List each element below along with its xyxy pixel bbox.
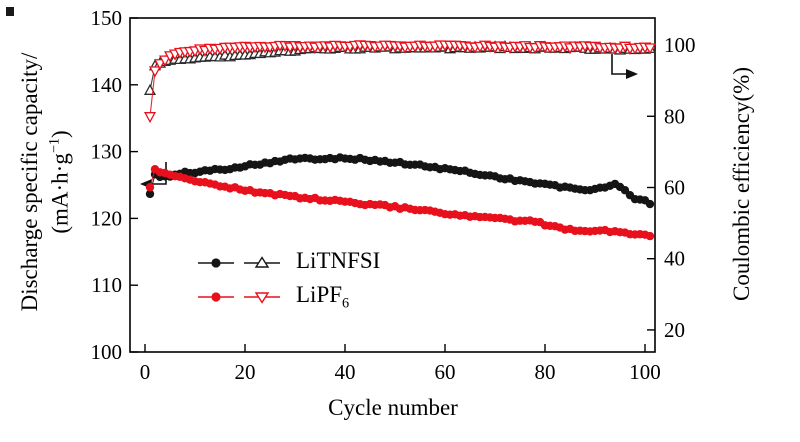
x-axis-title: Cycle number bbox=[328, 395, 458, 420]
series-LiTNFSI-capacity bbox=[145, 153, 655, 209]
legend: LiTNFSI LiPF6 bbox=[196, 246, 380, 314]
svg-text:60: 60 bbox=[664, 175, 685, 199]
svg-text:130: 130 bbox=[91, 140, 123, 164]
y-axis-left-unit-superscript: −1 bbox=[46, 138, 63, 154]
legend-label-lipf6: LiPF6 bbox=[296, 282, 350, 312]
series-LiPF6-capacity bbox=[145, 164, 655, 241]
right-axis-arrow-line bbox=[611, 54, 628, 75]
legend-item-litnfsi: LiTNFSI bbox=[196, 246, 380, 280]
svg-text:40: 40 bbox=[335, 360, 356, 384]
svg-text:60: 60 bbox=[435, 360, 456, 384]
legend-marker-lipf6-circle bbox=[198, 292, 234, 302]
svg-text:110: 110 bbox=[91, 273, 122, 297]
svg-text:20: 20 bbox=[235, 360, 256, 384]
y-axis-left-title-line2: (mA·h·g−1) bbox=[47, 130, 74, 233]
y-axis-left-unit-prefix: (mA·h·g bbox=[47, 153, 73, 234]
svg-text:140: 140 bbox=[91, 73, 123, 97]
svg-text:0: 0 bbox=[140, 360, 151, 384]
svg-text:20: 20 bbox=[664, 318, 685, 342]
y-axis-right: 20 40 60 80 100 bbox=[647, 33, 696, 342]
legend-marker-litnfsi-triangle bbox=[244, 256, 280, 268]
y-axis-left: 100 110 120 130 140 150 bbox=[91, 6, 138, 364]
legend-label-litnfsi: LiTNFSI bbox=[296, 248, 381, 274]
svg-text:80: 80 bbox=[664, 104, 685, 128]
legend-marker-lipf6-triangle bbox=[244, 292, 280, 304]
legend-marker-litnfsi-circle bbox=[198, 258, 234, 268]
corner-artifact-mark bbox=[6, 7, 14, 16]
series-LiPF6-efficiency bbox=[143, 40, 657, 124]
right-axis-arrow-head bbox=[626, 69, 638, 79]
svg-text:150: 150 bbox=[91, 6, 123, 30]
svg-text:80: 80 bbox=[535, 360, 556, 384]
y-axis-left-title-line1: Discharge specific capacity/ bbox=[17, 52, 42, 312]
svg-text:100: 100 bbox=[629, 360, 661, 384]
y-axis-right-title: Coulombic efficiency(%) bbox=[729, 67, 754, 301]
plot-frame bbox=[129, 17, 656, 353]
svg-text:100: 100 bbox=[91, 340, 123, 364]
svg-text:120: 120 bbox=[91, 206, 123, 230]
svg-text:100: 100 bbox=[664, 33, 696, 57]
legend-item-lipf6: LiPF6 bbox=[196, 280, 380, 314]
svg-text:40: 40 bbox=[664, 247, 685, 271]
x-axis: 0 20 40 60 80 100 bbox=[140, 344, 661, 384]
y-axis-left-unit-suffix: ) bbox=[47, 130, 73, 139]
